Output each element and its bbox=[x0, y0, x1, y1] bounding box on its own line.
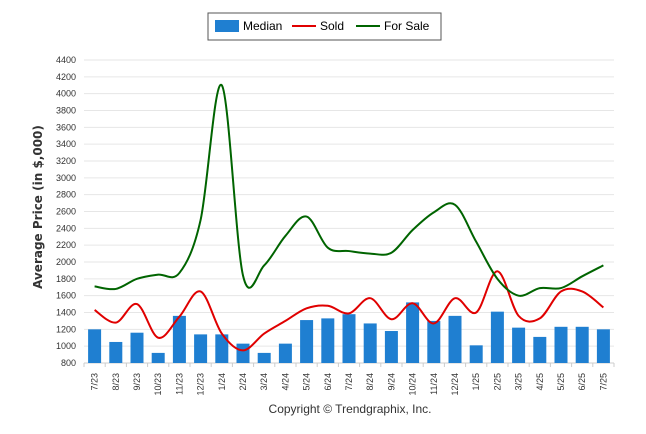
y-tick-label: 1200 bbox=[56, 324, 76, 334]
median-bars bbox=[88, 302, 610, 363]
y-axis-label: Average Price (in $,000) bbox=[31, 125, 45, 289]
median-bar bbox=[321, 318, 335, 363]
legend-label-sold: Sold bbox=[320, 19, 344, 33]
y-tick-label: 2800 bbox=[56, 190, 76, 200]
y-tick-label: 2000 bbox=[56, 257, 76, 267]
y-tick-label: 3400 bbox=[56, 139, 76, 149]
y-tick-label: 2400 bbox=[56, 223, 76, 233]
x-tick-label: 5/24 bbox=[302, 373, 312, 391]
y-tick-label: 3800 bbox=[56, 106, 76, 116]
median-bar bbox=[554, 326, 568, 363]
y-axis-ticks: 800 1000 1200 1400 1600 1800 2000 2200 2400 2600 2… bbox=[56, 55, 76, 368]
median-bar bbox=[363, 323, 377, 363]
x-tick-label: 7/25 bbox=[598, 373, 608, 391]
median-bar bbox=[596, 329, 610, 363]
median-bar bbox=[88, 329, 102, 363]
y-tick-label: 4000 bbox=[56, 89, 76, 99]
y-tick-label: 2200 bbox=[56, 240, 76, 250]
for-sale-line bbox=[94, 84, 604, 297]
line-series bbox=[94, 84, 605, 352]
median-bar bbox=[215, 334, 229, 363]
y-tick-label: 3600 bbox=[56, 122, 76, 132]
y-tick-label: 3000 bbox=[56, 173, 76, 183]
x-tick-label: 7/24 bbox=[344, 373, 354, 391]
median-bar bbox=[406, 302, 420, 363]
x-tick-label: 1/25 bbox=[471, 373, 481, 391]
copyright-credit: Copyright © Trendgraphix, Inc. bbox=[269, 402, 432, 416]
median-bar bbox=[342, 314, 356, 363]
x-tick-label: 8/23 bbox=[111, 373, 121, 391]
x-tick-label: 6/24 bbox=[323, 373, 333, 391]
x-tick-label: 2/25 bbox=[492, 373, 502, 391]
x-tick-label: 12/23 bbox=[196, 373, 206, 396]
legend-label-for-sale: For Sale bbox=[384, 19, 430, 33]
x-tick-label: 2/24 bbox=[238, 373, 248, 391]
median-bar bbox=[236, 343, 250, 363]
median-bar bbox=[490, 311, 504, 363]
y-tick-label: 2600 bbox=[56, 207, 76, 217]
y-tick-label: 1000 bbox=[56, 341, 76, 351]
median-bar bbox=[512, 327, 526, 363]
sold-line bbox=[94, 270, 605, 352]
legend-label-median: Median bbox=[243, 19, 282, 33]
x-tick-label: 11/23 bbox=[174, 373, 184, 395]
x-tick-label: 5/25 bbox=[556, 373, 566, 391]
x-tick-label: 12/24 bbox=[450, 373, 460, 396]
y-tick-label: 3200 bbox=[56, 156, 76, 166]
x-tick-label: 6/25 bbox=[577, 373, 587, 391]
median-bar bbox=[300, 320, 314, 363]
median-bar bbox=[257, 352, 271, 363]
median-bar bbox=[427, 320, 441, 363]
x-tick-label: 10/24 bbox=[408, 373, 418, 396]
y-tick-label: 800 bbox=[61, 358, 76, 368]
x-tick-label: 9/23 bbox=[132, 373, 142, 391]
x-tick-label: 10/23 bbox=[153, 373, 163, 396]
median-bar bbox=[575, 326, 589, 363]
median-bar bbox=[109, 341, 123, 363]
median-bar bbox=[533, 336, 547, 363]
x-tick-label: 9/24 bbox=[386, 373, 396, 391]
median-bar bbox=[278, 343, 292, 363]
median-bar bbox=[448, 315, 462, 363]
y-tick-label: 4200 bbox=[56, 72, 76, 82]
x-tick-label: 8/24 bbox=[365, 373, 375, 391]
x-tick-label: 4/25 bbox=[535, 373, 545, 391]
x-tick-label: 3/25 bbox=[514, 373, 524, 391]
median-bar bbox=[130, 332, 144, 363]
median-bar bbox=[194, 334, 208, 363]
y-tick-label: 1800 bbox=[56, 274, 76, 284]
legend-swatch-median bbox=[215, 20, 239, 32]
y-tick-label: 1600 bbox=[56, 291, 76, 301]
x-tick-label: 1/24 bbox=[217, 373, 227, 391]
median-bar bbox=[469, 345, 483, 363]
legend-box bbox=[207, 12, 442, 41]
y-tick-label: 1400 bbox=[56, 308, 76, 318]
median-bar bbox=[151, 352, 165, 363]
x-axis-ticks: 7/23 8/23 9/23 10/23 11/23 12/23 1/24 2/24 3/24 4… bbox=[90, 373, 609, 396]
x-tick-label: 7/23 bbox=[90, 373, 100, 391]
gridlines bbox=[83, 59, 615, 367]
median-bar bbox=[384, 331, 398, 363]
legend: Median Sold For Sale bbox=[207, 12, 442, 41]
y-tick-label: 4400 bbox=[56, 55, 76, 65]
median-bar bbox=[172, 315, 186, 363]
x-tick-label: 11/24 bbox=[429, 373, 439, 395]
x-tick-label: 4/24 bbox=[280, 373, 290, 391]
x-tick-label: 3/24 bbox=[259, 373, 269, 391]
